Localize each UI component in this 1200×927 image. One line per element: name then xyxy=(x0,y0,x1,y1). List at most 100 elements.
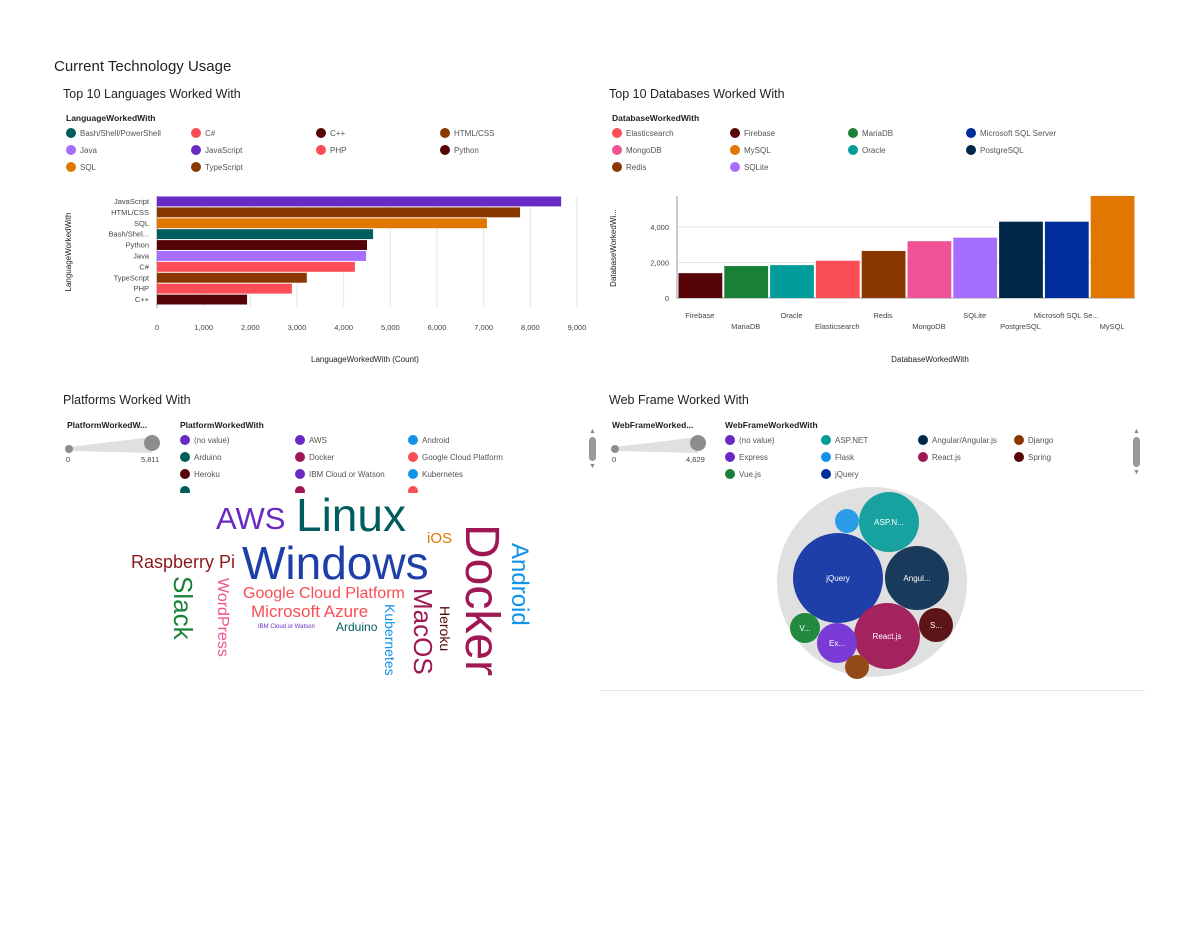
word-cloud-word[interactable]: Android xyxy=(506,543,533,626)
bar[interactable] xyxy=(157,272,307,283)
word-cloud-word[interactable]: Arduino xyxy=(336,620,378,634)
word-cloud-word[interactable]: MacOS xyxy=(408,588,438,675)
legend-item[interactable]: Python xyxy=(440,145,479,155)
bar[interactable] xyxy=(678,273,723,298)
legend-item[interactable]: HTML/CSS xyxy=(440,128,494,138)
legend-item[interactable]: (no value) xyxy=(180,435,230,445)
legend-item[interactable]: Android xyxy=(408,435,450,445)
bar[interactable] xyxy=(861,250,906,298)
legend-item[interactable]: Microsoft SQL Server xyxy=(966,128,1056,138)
legend-item[interactable]: AWS xyxy=(295,435,327,445)
legend-item[interactable]: Oracle xyxy=(848,145,886,155)
platforms-title: Platforms Worked With xyxy=(63,393,191,407)
legend-item[interactable]: C++ xyxy=(316,128,345,138)
legend-item[interactable]: Elasticsearch xyxy=(612,128,674,138)
scroll-thumb[interactable] xyxy=(589,437,596,461)
legend-item[interactable]: Bash/Shell/PowerShell xyxy=(66,128,161,138)
bubble[interactable]: S... xyxy=(919,608,953,642)
legend-item[interactable]: MySQL xyxy=(730,145,771,155)
legend-item[interactable]: Google Cloud Platform xyxy=(408,452,503,462)
legend-item[interactable]: Firebase xyxy=(730,128,775,138)
legend-item[interactable]: ASP.NET xyxy=(821,435,868,445)
word-cloud-word[interactable]: IBM Cloud or Watson xyxy=(258,624,315,630)
legend-item[interactable]: SQLite xyxy=(730,162,768,172)
legend-item[interactable]: jQuery xyxy=(821,469,859,479)
legend-item[interactable]: Spring xyxy=(1014,452,1051,462)
legend-item[interactable]: C# xyxy=(191,128,215,138)
legend-item[interactable]: Arduino xyxy=(180,452,222,462)
scroll-down-icon[interactable]: ▼ xyxy=(1133,469,1140,476)
legend-item[interactable]: Java xyxy=(66,145,97,155)
legend-item[interactable]: Heroku xyxy=(180,469,220,479)
platforms-legend-title: PlatformWorkedWith xyxy=(180,420,264,430)
legend-item[interactable]: TypeScript xyxy=(191,162,243,172)
bar[interactable] xyxy=(157,240,367,250)
legend-item[interactable]: PHP xyxy=(316,145,346,155)
word-cloud-word[interactable]: Windows xyxy=(242,537,429,589)
word-cloud-word[interactable]: Raspberry Pi xyxy=(131,552,236,572)
legend-item[interactable]: React.js xyxy=(918,452,961,462)
legend-item[interactable]: Angular/Angular.js xyxy=(918,435,997,445)
legend-item[interactable]: SQL xyxy=(66,162,96,172)
bar[interactable] xyxy=(999,221,1043,298)
bubble[interactable] xyxy=(845,655,869,679)
bar[interactable] xyxy=(157,218,487,229)
bar[interactable] xyxy=(157,251,367,261)
word-cloud-word[interactable]: iOS xyxy=(427,530,453,547)
legend-item[interactable]: Express xyxy=(725,452,768,462)
bar[interactable] xyxy=(1090,195,1135,298)
bar[interactable] xyxy=(157,283,292,294)
legend-item[interactable]: IBM Cloud or Watson xyxy=(295,469,385,479)
scroll-up-icon[interactable]: ▲ xyxy=(1133,428,1140,435)
legend-item[interactable]: JavaScript xyxy=(191,145,242,155)
legend-item[interactable]: MariaDB xyxy=(848,128,893,138)
legend-item[interactable]: Django xyxy=(1014,435,1053,445)
legend-item[interactable]: MongoDB xyxy=(612,145,662,155)
bar[interactable] xyxy=(907,241,952,298)
legend-dot-icon xyxy=(966,145,976,155)
bar[interactable] xyxy=(770,265,814,298)
webframes-legend-scrollbar[interactable]: ▲ ▼ xyxy=(1133,428,1143,484)
legend-item[interactable]: Redis xyxy=(612,162,646,172)
bar[interactable] xyxy=(953,237,998,298)
bar[interactable] xyxy=(157,229,374,240)
legend-item[interactable]: Flask xyxy=(821,452,854,462)
bubble[interactable]: ASP.N... xyxy=(859,492,919,552)
word-cloud-word[interactable]: Slack xyxy=(168,576,198,640)
bar[interactable] xyxy=(1044,221,1089,298)
bar[interactable] xyxy=(815,260,860,298)
bubble[interactable]: Angul... xyxy=(885,546,949,610)
languages-bar-chart: 0 1,000 2,000 3,000 4,000 5,000 6,000 7,000 8,00… xyxy=(64,196,586,364)
legend-item[interactable]: (no value) xyxy=(725,435,775,445)
word-cloud-word[interactable]: Linux xyxy=(296,489,406,541)
word-cloud-word[interactable]: Kubernetes xyxy=(382,604,398,676)
legend-item[interactable]: Docker xyxy=(295,452,334,462)
legend-item[interactable] xyxy=(408,486,418,493)
bar[interactable] xyxy=(157,207,521,218)
legend-item[interactable]: Kubernetes xyxy=(408,469,463,479)
bubble[interactable] xyxy=(835,509,859,533)
legend-item[interactable] xyxy=(295,486,305,493)
bar[interactable] xyxy=(724,266,769,298)
legend-dot-icon xyxy=(848,128,858,138)
bar[interactable] xyxy=(157,261,355,272)
scroll-thumb[interactable] xyxy=(1133,437,1140,467)
word-cloud-word[interactable]: WordPress xyxy=(214,578,231,657)
bar[interactable] xyxy=(157,294,248,305)
legend-item[interactable] xyxy=(180,486,190,493)
platforms-legend-scrollbar[interactable]: ▲ ▼ xyxy=(589,428,599,484)
y-tick-label: PHP xyxy=(134,284,149,293)
scroll-down-icon[interactable]: ▼ xyxy=(589,463,596,470)
word-cloud-word[interactable]: Google Cloud Platform xyxy=(243,585,405,602)
word-cloud-word[interactable]: Heroku xyxy=(437,606,453,652)
scroll-up-icon[interactable]: ▲ xyxy=(589,428,596,435)
word-cloud-word[interactable]: AWS xyxy=(216,501,286,536)
bubble[interactable]: V... xyxy=(790,613,820,643)
legend-label: Heroku xyxy=(194,469,220,479)
word-cloud-word[interactable]: Microsoft Azure xyxy=(251,602,369,621)
word-cloud-word[interactable]: Docker xyxy=(455,524,508,677)
legend-label: Redis xyxy=(626,162,647,172)
bar[interactable] xyxy=(157,196,562,207)
legend-item[interactable]: PostgreSQL xyxy=(966,145,1024,155)
legend-item[interactable]: Vue.js xyxy=(725,469,761,479)
